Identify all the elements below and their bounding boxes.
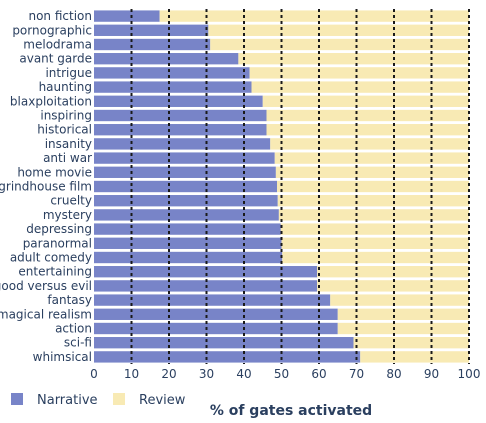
bar-review-cruelty[interactable] (277, 195, 469, 207)
bar-narrative-magical-realism[interactable] (94, 308, 338, 320)
category-label-historical: historical (37, 123, 92, 137)
legend-label-narrative[interactable]: Narrative (37, 393, 98, 408)
category-label-pornographic: pornographic (12, 23, 92, 37)
x-tick-80: 80 (386, 367, 401, 381)
bar-review-depressing[interactable] (280, 223, 469, 235)
category-label-whimsical: whimsical (33, 350, 92, 364)
bar-narrative-haunting[interactable] (94, 81, 252, 93)
category-label-magical-realism: magical realism (0, 307, 92, 321)
category-label-inspiring: inspiring (40, 109, 92, 123)
bar-review-action[interactable] (337, 322, 469, 335)
bar-narrative-melodrama[interactable] (94, 38, 211, 51)
bar-review-historical[interactable] (266, 124, 470, 136)
category-label-melodrama: melodrama (23, 38, 92, 52)
bar-narrative-blaxploitation[interactable] (94, 95, 263, 107)
bar-review-grindhouse-film[interactable] (277, 180, 469, 193)
legend[interactable]: Narrative Review (11, 393, 186, 408)
bar-narrative-action[interactable] (94, 322, 338, 335)
bar-review-fantasy[interactable] (330, 294, 469, 306)
category-label-depressing: depressing (26, 222, 92, 236)
bar-review-magical-realism[interactable] (337, 308, 469, 320)
bar-review-avant-garde[interactable] (238, 53, 469, 65)
bar-narrative-adult-comedy[interactable] (94, 251, 283, 264)
bar-narrative-non-fiction[interactable] (94, 10, 160, 22)
bar-review-anti-war[interactable] (274, 152, 469, 164)
category-label-non-fiction: non fiction (28, 9, 92, 23)
category-label-sci-fi: sci-fi (64, 336, 92, 350)
bar-review-non-fiction[interactable] (159, 10, 469, 22)
bar-narrative-insanity[interactable] (94, 138, 271, 150)
bar-review-blaxploitation[interactable] (262, 95, 469, 107)
bar-narrative-entertaining[interactable] (94, 266, 318, 278)
category-label-home-movie: home movie (17, 165, 92, 179)
bar-review-pornographic[interactable] (208, 24, 469, 36)
category-label-good-versus-evil: good versus evil (0, 279, 92, 293)
bar-narrative-mystery[interactable] (94, 209, 279, 221)
legend-swatch-review[interactable] (113, 393, 125, 405)
bar-narrative-grindhouse-film[interactable] (94, 180, 277, 193)
bar-narrative-intrigue[interactable] (94, 67, 250, 79)
x-tick-labels: 0 10 20 30 40 50 60 70 80 90 100 (90, 367, 480, 381)
bar-narrative-home-movie[interactable] (94, 166, 276, 178)
x-tick-90: 90 (424, 367, 439, 381)
x-tick-10: 10 (124, 367, 139, 381)
bar-review-insanity[interactable] (270, 138, 469, 150)
bar-review-mystery[interactable] (278, 209, 469, 221)
bar-review-adult-comedy[interactable] (282, 251, 469, 264)
bar-narrative-inspiring[interactable] (94, 109, 267, 122)
bar-review-entertaining[interactable] (317, 266, 469, 278)
legend-label-review[interactable]: Review (139, 393, 186, 408)
category-label-avant-garde: avant garde (19, 52, 92, 66)
bar-narrative-pornographic[interactable] (94, 24, 209, 36)
x-tick-20: 20 (161, 367, 176, 381)
legend-swatch-narrative[interactable] (11, 393, 23, 405)
x-tick-60: 60 (311, 367, 326, 381)
bar-narrative-depressing[interactable] (94, 223, 281, 235)
bar-narrative-whimsical[interactable] (94, 351, 361, 363)
x-tick-50: 50 (274, 367, 289, 381)
category-label-intrigue: intrigue (45, 66, 92, 80)
category-label-entertaining: entertaining (18, 265, 92, 279)
category-label-paranormal: paranormal (23, 236, 92, 250)
x-tick-70: 70 (349, 367, 364, 381)
bar-review-paranormal[interactable] (281, 237, 470, 249)
category-label-fantasy: fantasy (47, 293, 92, 307)
category-label-adult-comedy: adult comedy (10, 251, 92, 265)
bar-narrative-paranormal[interactable] (94, 237, 282, 249)
category-label-anti-war: anti war (43, 151, 92, 165)
gridlines-layer (130, 9, 470, 364)
bar-review-intrigue[interactable] (249, 67, 469, 79)
bar-narrative-anti-war[interactable] (94, 152, 275, 164)
category-label-grindhouse-film: grindhouse film (0, 180, 92, 194)
bar-review-whimsical[interactable] (360, 351, 469, 363)
category-label-action: action (55, 322, 92, 336)
bar-narrative-sci-fi[interactable] (94, 337, 354, 349)
bar-narrative-cruelty[interactable] (94, 195, 278, 207)
category-label-haunting: haunting (39, 80, 92, 94)
bar-review-melodrama[interactable] (210, 38, 469, 51)
bar-review-sci-fi[interactable] (353, 337, 470, 349)
bar-narrative-historical[interactable] (94, 124, 267, 136)
x-axis-title: % of gates activated (210, 403, 372, 419)
category-label-blaxploitation: blaxploitation (10, 94, 92, 108)
bar-narrative-avant-garde[interactable] (94, 53, 239, 65)
category-label-insanity: insanity (45, 137, 92, 151)
x-tick-0: 0 (90, 367, 98, 381)
category-label-mystery: mystery (43, 208, 92, 222)
x-tick-100: 100 (458, 367, 481, 381)
bar-review-home-movie[interactable] (275, 166, 469, 178)
x-tick-40: 40 (236, 367, 251, 381)
bar-narrative-fantasy[interactable] (94, 294, 331, 306)
bar-review-inspiring[interactable] (266, 109, 470, 122)
x-tick-30: 30 (199, 367, 214, 381)
category-label-cruelty: cruelty (50, 194, 92, 208)
bar-review-haunting[interactable] (251, 81, 470, 93)
